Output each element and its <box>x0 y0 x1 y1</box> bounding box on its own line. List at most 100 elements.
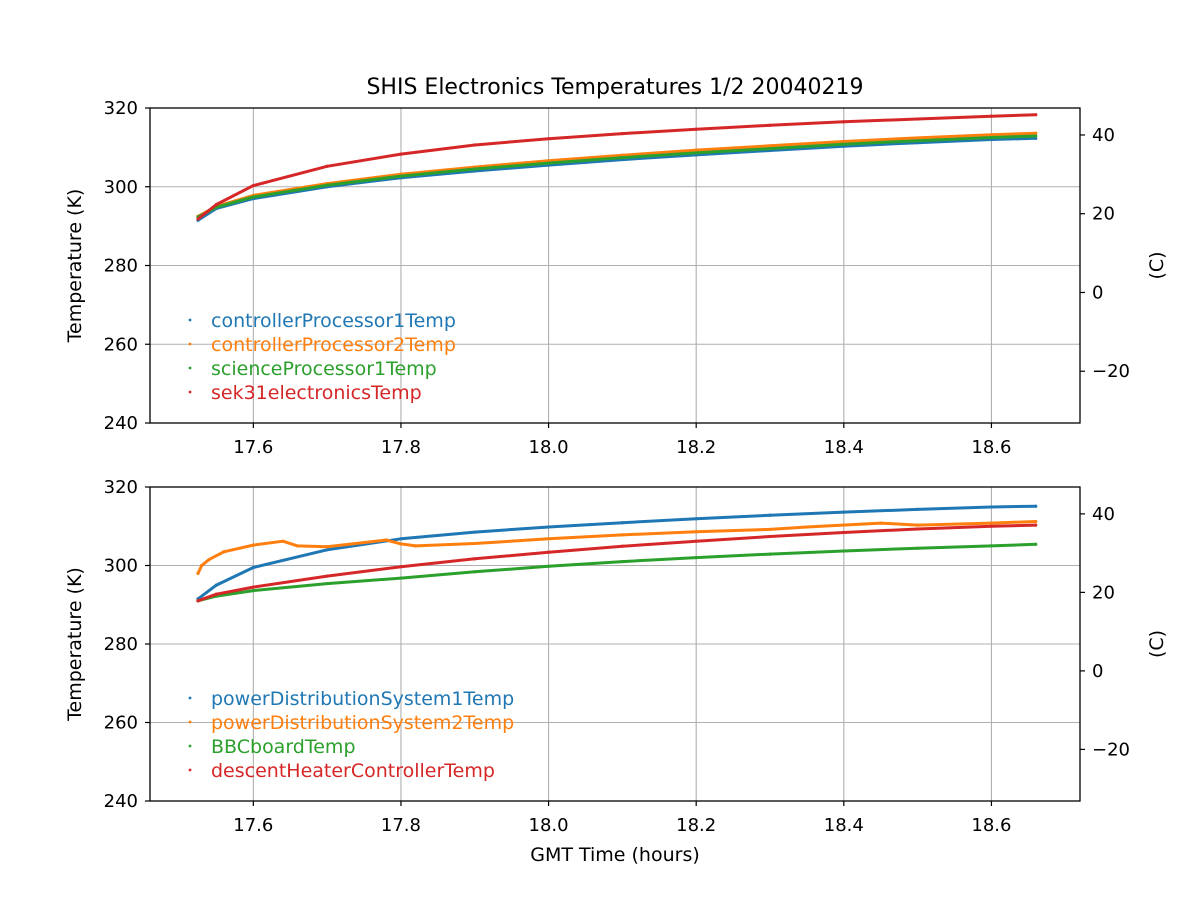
legend-label-bbcboard-temp: BBCboardTemp <box>211 736 356 758</box>
data-point-sek31electronics-temp <box>842 120 846 124</box>
data-point-power-distribution-system2-temp <box>296 544 300 548</box>
figure-title: SHIS Electronics Temperatures 1/2 200402… <box>366 75 863 100</box>
data-point-power-distribution-system1-temp <box>694 517 698 521</box>
data-point-bbcboard-temp <box>325 581 329 586</box>
y-tick-label: 260 <box>104 334 138 355</box>
data-point-power-distribution-system1-temp <box>325 548 329 552</box>
data-point-power-distribution-system2-temp <box>768 527 772 531</box>
data-point-bbcboard-temp <box>916 546 920 550</box>
data-point-descent-heater-controller-temp <box>842 530 846 535</box>
data-point-science-processor1-temp <box>1034 134 1038 138</box>
data-point-science-processor1-temp <box>620 156 624 160</box>
data-point-sek31electronics-temp <box>768 123 772 127</box>
data-point-bbcboard-temp <box>473 570 477 574</box>
series-controller-processor2-temp <box>196 131 1038 218</box>
data-point-power-distribution-system2-temp <box>384 538 388 542</box>
data-point-power-distribution-system1-temp <box>842 510 846 514</box>
y2-tick-label: −20 <box>1092 361 1130 382</box>
data-point-science-processor1-temp <box>546 161 551 165</box>
y-tick-label: 300 <box>104 177 138 198</box>
data-point-science-processor1-temp <box>842 142 846 146</box>
data-point-sek31electronics-temp <box>989 114 994 118</box>
data-point-power-distribution-system1-temp <box>473 530 477 534</box>
data-point-sek31electronics-temp <box>196 217 200 221</box>
data-point-descent-heater-controller-temp <box>546 550 551 554</box>
series-power-distribution-system1-temp <box>196 504 1038 601</box>
data-point-descent-heater-controller-temp <box>325 574 329 578</box>
data-point-descent-heater-controller-temp <box>399 565 403 569</box>
data-point-science-processor1-temp <box>473 167 477 171</box>
data-point-power-distribution-system1-temp <box>989 505 994 509</box>
data-point-controller-processor2-temp <box>694 148 698 152</box>
x-tick-label: 17.8 <box>381 437 421 458</box>
data-point-science-processor1-temp <box>694 151 698 155</box>
legend-marker-bbcboard-temp <box>188 744 192 748</box>
legend-marker-sek31electronics-temp <box>188 390 192 394</box>
x-tick-label: 18.2 <box>676 437 716 458</box>
data-point-controller-processor2-temp <box>916 136 920 140</box>
data-point-bbcboard-temp <box>768 552 772 556</box>
data-point-power-distribution-system2-temp <box>879 521 883 525</box>
legend-marker-controller-processor1-temp <box>188 318 192 322</box>
x-tick-label: 18.2 <box>676 815 716 836</box>
x-tick-label: 18.4 <box>824 437 864 458</box>
y-axis-label: Temperature (K) <box>64 189 86 344</box>
x-tick-label: 18.6 <box>971 437 1011 458</box>
data-point-sek31electronics-temp <box>473 143 477 147</box>
data-point-descent-heater-controller-temp <box>694 539 698 543</box>
y-tick-label: 280 <box>104 634 138 655</box>
data-point-power-distribution-system2-temp <box>694 530 698 534</box>
data-point-descent-heater-controller-temp <box>473 557 477 561</box>
data-point-power-distribution-system1-temp <box>620 521 624 525</box>
legend-label-science-processor1-temp: scienceProcessor1Temp <box>211 358 437 380</box>
data-point-power-distribution-system2-temp <box>222 550 226 554</box>
y-axis-label: Temperature (K) <box>64 567 86 722</box>
y2-axis-label: (C) <box>1146 251 1168 279</box>
data-point-science-processor1-temp <box>768 146 772 151</box>
data-point-descent-heater-controller-temp <box>916 527 920 531</box>
data-point-power-distribution-system2-temp <box>1034 519 1038 524</box>
data-point-controller-processor2-temp <box>1034 131 1038 135</box>
data-point-sek31electronics-temp <box>916 117 920 121</box>
y-tick-label: 320 <box>104 98 138 119</box>
data-point-power-distribution-system2-temp <box>281 539 285 543</box>
y-tick-label: 280 <box>104 256 138 277</box>
legend-label-power-distribution-system1-temp: powerDistributionSystem1Temp <box>211 688 514 710</box>
data-point-descent-heater-controller-temp <box>768 534 772 539</box>
data-point-sek31electronics-temp <box>251 183 255 188</box>
data-point-bbcboard-temp <box>546 564 551 568</box>
legend-label-descent-heater-controller-temp: descentHeaterControllerTemp <box>211 760 495 782</box>
y-tick-label: 260 <box>104 713 138 734</box>
data-point-science-processor1-temp <box>916 139 920 143</box>
x-tick-label: 18.6 <box>971 815 1011 836</box>
data-point-bbcboard-temp <box>989 544 994 548</box>
data-point-bbcboard-temp <box>399 576 403 580</box>
y2-tick-label: 20 <box>1092 204 1115 225</box>
data-point-sek31electronics-temp <box>694 127 698 131</box>
data-point-descent-heater-controller-temp <box>1034 523 1038 527</box>
x-tick-label: 18.4 <box>824 815 864 836</box>
legend-label-controller-processor1-temp: controllerProcessor1Temp <box>211 310 456 332</box>
data-point-power-distribution-system1-temp <box>768 513 772 517</box>
top-panel: 17.6 17.8 18.0 18.2 18.4 18.6 240 260 280 300 320 −… <box>64 98 1168 458</box>
y-tick-label: 240 <box>104 791 138 812</box>
bottom-panel: 17.6 17.8 18.0 18.2 18.4 18.6 240 260 280 300 320 −… <box>64 477 1168 836</box>
series-descent-heater-controller-temp <box>196 523 1038 603</box>
series-science-processor1-temp <box>196 134 1038 219</box>
data-point-power-distribution-system2-temp <box>399 542 403 546</box>
x-tick-label: 18.0 <box>529 815 569 836</box>
data-point-controller-processor2-temp <box>768 144 772 148</box>
data-point-science-processor1-temp <box>251 195 255 199</box>
data-point-power-distribution-system2-temp <box>200 563 204 568</box>
data-point-power-distribution-system2-temp <box>989 521 994 525</box>
data-point-descent-heater-controller-temp <box>214 592 219 596</box>
legend-label-sek31electronics-temp: sek31electronicsTemp <box>211 382 422 404</box>
series-controller-processor1-temp <box>196 136 1038 222</box>
data-point-science-processor1-temp <box>399 174 403 178</box>
data-point-power-distribution-system1-temp <box>214 583 219 587</box>
x-axis-label: GMT Time (hours) <box>530 844 700 866</box>
data-point-power-distribution-system2-temp <box>546 537 551 541</box>
data-point-bbcboard-temp <box>620 559 624 564</box>
x-tick-label: 17.6 <box>233 815 273 836</box>
